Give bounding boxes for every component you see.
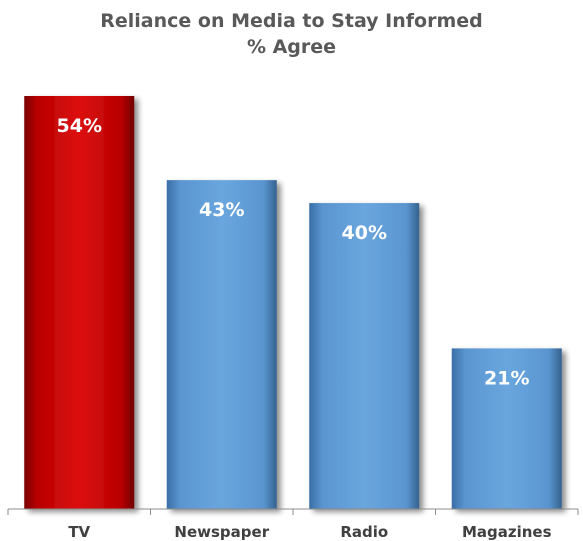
data-label-radio: 40% xyxy=(342,222,387,244)
data-label-magazines: 21% xyxy=(484,367,529,389)
category-label-magazines: Magazines xyxy=(462,523,552,541)
category-label-radio: Radio xyxy=(340,523,388,541)
data-label-newspaper: 43% xyxy=(199,199,244,221)
chart-subtitle: % Agree xyxy=(246,36,337,58)
chart-title: Reliance on Media to Stay Informed xyxy=(100,10,483,32)
data-label-tv: 54% xyxy=(57,115,102,137)
bar-radio xyxy=(309,203,420,509)
chart-title-block: Reliance on Media to Stay Informed % Agr… xyxy=(0,8,583,60)
bar-magazines xyxy=(451,348,562,509)
bar-tv xyxy=(24,96,135,509)
category-label-newspaper: Newspaper xyxy=(174,523,269,541)
category-label-tv: TV xyxy=(68,523,90,541)
bar-newspaper xyxy=(166,180,277,509)
